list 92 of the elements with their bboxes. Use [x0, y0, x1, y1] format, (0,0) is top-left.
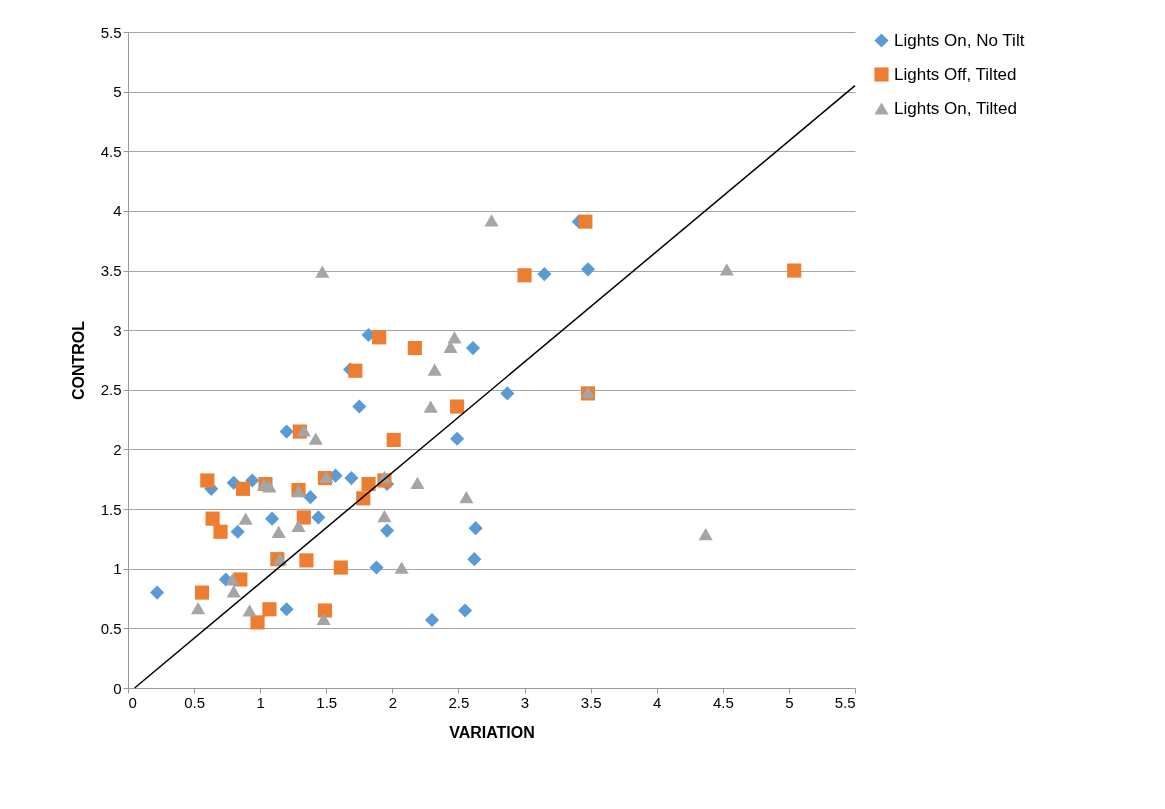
- x-tick-label: 2: [388, 693, 398, 711]
- y-tick-label: 4: [113, 202, 122, 220]
- point: [225, 573, 240, 586]
- y-tick-label: 0: [113, 679, 122, 697]
- point: [271, 525, 286, 538]
- point: [467, 552, 482, 567]
- point: [303, 490, 318, 505]
- y-tick-label: 3: [113, 321, 122, 339]
- point: [427, 363, 442, 376]
- y-tick-label: 1.5: [100, 500, 122, 518]
- x-tick-label: 3.5: [580, 693, 602, 711]
- y-tick-label: 4.5: [100, 142, 122, 160]
- point: [250, 615, 265, 630]
- y-tick-label: 0.5: [100, 619, 122, 637]
- x-tick-label: 4: [653, 693, 662, 711]
- x-tick-label: 5.5: [834, 693, 856, 711]
- point: [423, 400, 438, 413]
- point: [200, 473, 215, 488]
- point: [484, 214, 499, 227]
- y-axis-title: CONTROL: [69, 320, 87, 401]
- y-tick-label: 5.5: [100, 23, 122, 41]
- x-tick-label: 1: [256, 693, 265, 711]
- point: [308, 432, 323, 445]
- point: [410, 476, 425, 489]
- point: [361, 476, 376, 492]
- point: [213, 524, 228, 539]
- point: [450, 399, 465, 414]
- point: [500, 386, 515, 401]
- point: [279, 424, 294, 439]
- x-tick-label: 0: [128, 693, 137, 711]
- point: [235, 481, 251, 496]
- x-tick-label: 3: [520, 693, 530, 711]
- point: [333, 560, 348, 575]
- point: [380, 523, 395, 538]
- point: [719, 263, 734, 276]
- point: [457, 603, 473, 618]
- point: [468, 521, 483, 536]
- point: [245, 473, 260, 488]
- point: [299, 553, 314, 568]
- point: [424, 612, 440, 628]
- point: [578, 214, 593, 229]
- y-tick-label: 1: [113, 560, 122, 578]
- x-tick-label: 5: [785, 693, 794, 711]
- point: [698, 528, 713, 541]
- point: [372, 330, 387, 345]
- point: [447, 331, 462, 344]
- point: [230, 524, 245, 539]
- point: [194, 585, 210, 600]
- point: [205, 511, 220, 526]
- point: [262, 602, 277, 617]
- point: [316, 612, 331, 625]
- point: [465, 341, 481, 356]
- point: [369, 560, 384, 575]
- point: [317, 603, 333, 618]
- point: [262, 480, 277, 493]
- point: [226, 585, 241, 598]
- x-tick-label: 2.5: [448, 693, 470, 711]
- point: [279, 602, 294, 617]
- point: [580, 262, 596, 277]
- point: [352, 399, 367, 414]
- point: [537, 267, 552, 282]
- point: [344, 471, 359, 486]
- point: [377, 510, 392, 523]
- x-axis-title: VARIATION: [449, 723, 535, 741]
- point: [787, 263, 802, 278]
- point: [517, 268, 532, 283]
- point: [394, 561, 409, 574]
- point: [315, 265, 330, 278]
- point: [450, 431, 465, 446]
- point: [296, 510, 311, 525]
- x-tick-label: 4.5: [712, 693, 734, 711]
- y-tick-label: 3.5: [100, 262, 122, 280]
- legend-label: Lights On, Tilted: [894, 98, 1017, 118]
- y-tick-label: 2: [113, 440, 122, 458]
- point: [386, 432, 401, 447]
- point: [407, 341, 422, 356]
- point: [311, 510, 326, 525]
- point: [348, 363, 363, 378]
- point: [190, 601, 206, 615]
- legend-label: Lights On, No Tilt: [894, 30, 1025, 50]
- point: [459, 491, 474, 504]
- point: [296, 424, 311, 437]
- legend-label: Lights Off, Tilted: [894, 64, 1017, 84]
- point: [242, 604, 257, 617]
- y-tick-label: 5: [113, 83, 122, 101]
- point: [291, 519, 306, 532]
- point: [238, 512, 253, 525]
- x-tick-label: 0.5: [184, 693, 206, 711]
- point: [265, 511, 280, 526]
- point: [150, 585, 165, 600]
- y-tick-label: 2.5: [100, 381, 122, 399]
- x-tick-label: 1.5: [316, 693, 338, 711]
